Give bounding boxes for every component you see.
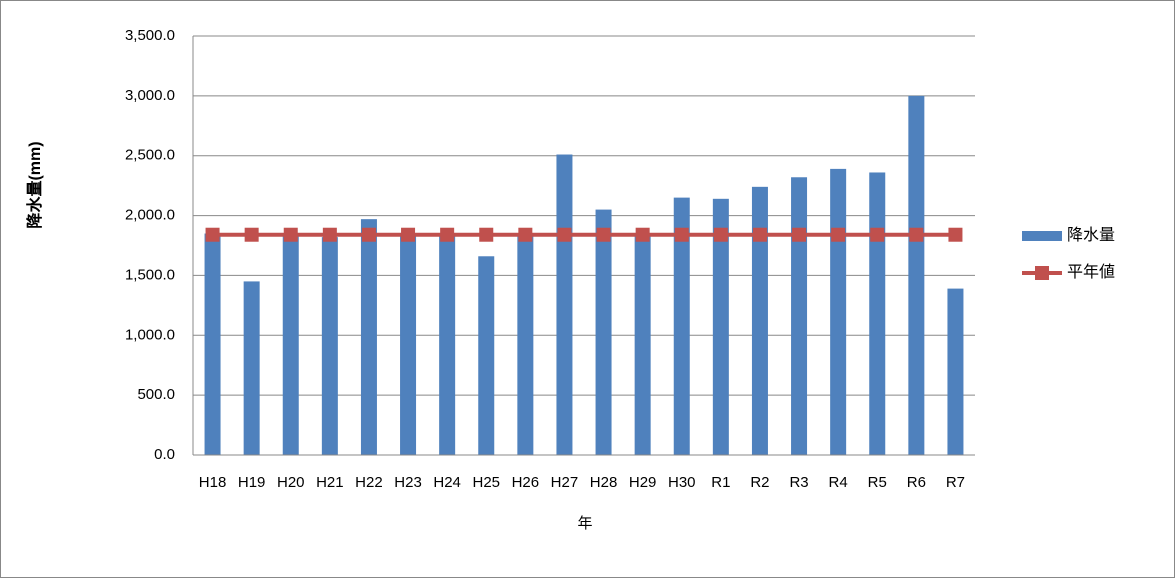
x-tick-label: R3 [789,474,808,491]
x-tick-label: H26 [512,474,540,491]
x-tick-label: H25 [472,474,500,491]
line-marker [909,227,924,242]
line-marker [479,227,494,242]
x-tick-label: H19 [238,474,266,491]
bar [400,234,417,455]
legend-swatch [1022,231,1062,241]
bar [282,235,299,455]
y-tick-label: 1,500.0 [125,266,175,283]
bar [517,235,534,455]
x-tick-label: R6 [907,474,926,491]
line-marker [322,227,337,242]
bar [243,281,260,455]
x-tick-label: H27 [551,474,579,491]
line-marker [518,227,533,242]
x-axis-label: 年 [577,515,592,532]
line-marker [440,227,455,242]
y-tick-label: 3,000.0 [125,87,175,104]
line-marker [557,227,572,242]
line-marker [792,227,807,242]
bar [908,95,925,455]
bar [634,234,651,455]
bar [478,256,495,455]
y-tick-label: 0.0 [154,446,175,463]
y-tick-label: 1,000.0 [125,326,175,343]
bar [673,197,690,455]
bar [595,209,612,455]
x-tick-label: R5 [868,474,887,491]
legend-label: 降水量 [1067,226,1115,244]
line-marker [948,227,963,242]
line-marker [674,227,689,242]
y-axis-label: 降水量(mm) [25,141,44,228]
bar [830,168,847,455]
x-tick-label: H29 [629,474,657,491]
line-marker [752,227,767,242]
bar [321,237,338,455]
line-marker [870,227,885,242]
x-tick-label: H24 [433,474,461,491]
x-tick-label: H23 [394,474,422,491]
legend-swatch [1035,266,1049,280]
line-marker [635,227,650,242]
x-tick-label: R1 [711,474,730,491]
y-tick-label: 500.0 [137,386,175,403]
x-tick-label: H20 [277,474,305,491]
line-marker [401,227,416,242]
x-tick-label: H30 [668,474,696,491]
bar [751,186,768,455]
line-marker [283,227,298,242]
x-tick-label: H22 [355,474,383,491]
bar [947,288,964,455]
bar [556,154,573,455]
x-tick-label: R7 [946,474,965,491]
line-marker [361,227,376,242]
line-marker [831,227,846,242]
y-tick-label: 2,500.0 [125,147,175,164]
line-marker [596,227,611,242]
bar [712,198,729,455]
x-tick-label: R2 [750,474,769,491]
bar [791,177,808,455]
x-tick-label: R4 [829,474,848,491]
legend-label: 平年値 [1067,263,1115,281]
x-tick-label: H18 [199,474,227,491]
x-tick-label: H21 [316,474,344,491]
y-tick-label: 3,500.0 [125,27,175,44]
bar [869,172,886,455]
bar [204,233,221,455]
x-tick-label: H28 [590,474,618,491]
bar [439,235,456,455]
line-marker [713,227,728,242]
y-tick-label: 2,000.0 [125,207,175,224]
bar [360,219,377,455]
line-marker [205,227,220,242]
line-marker [244,227,259,242]
